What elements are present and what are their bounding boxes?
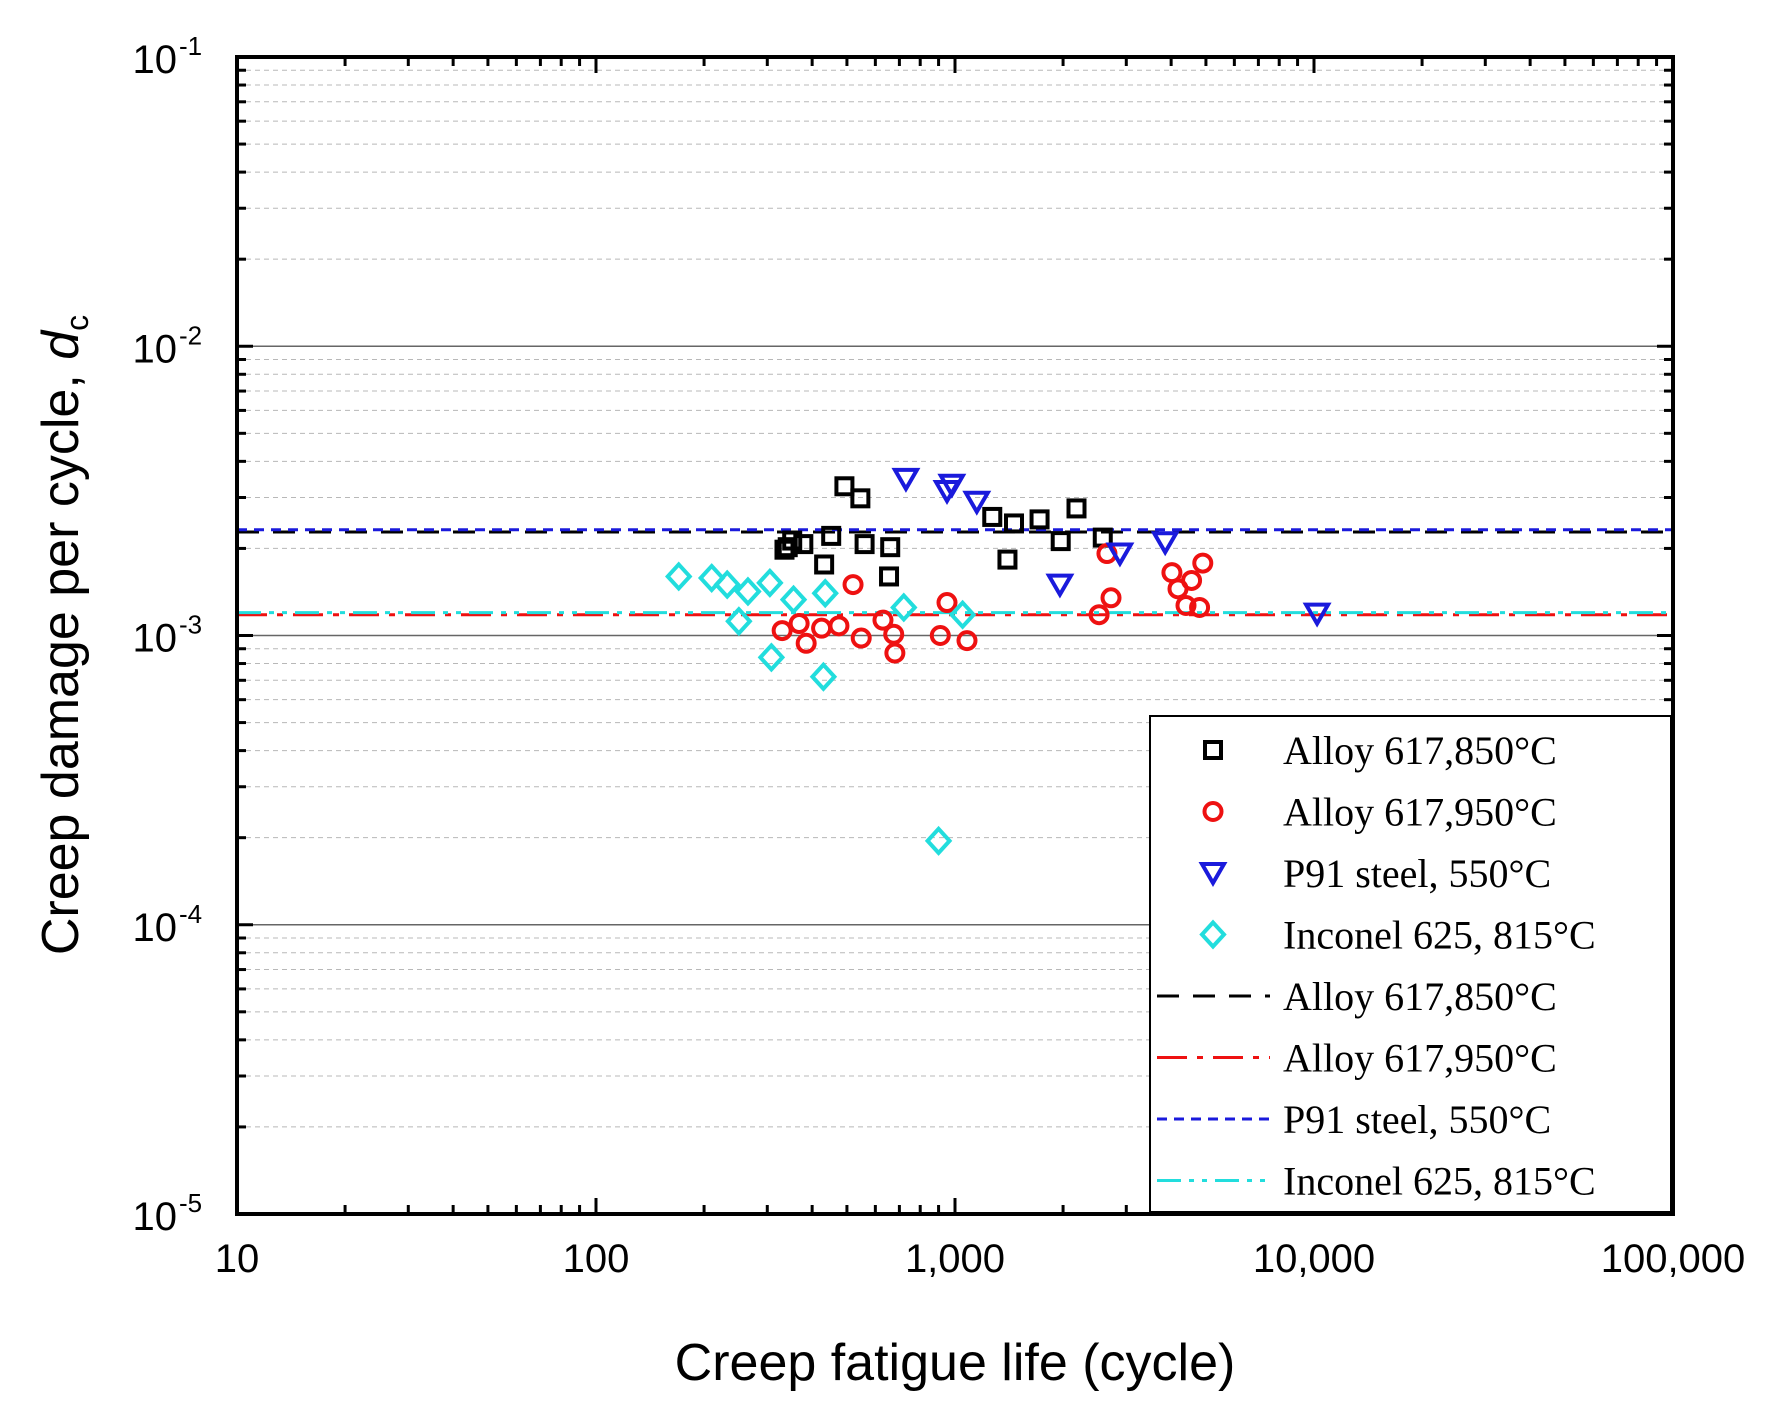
- data-point-series-3: [713, 569, 741, 600]
- data-point-series-0: [782, 530, 803, 551]
- data-point-series-0: [814, 554, 835, 575]
- data-point-series-2: [1045, 573, 1075, 599]
- y-tick-label-exponent: -4: [179, 899, 202, 929]
- data-point-series-3: [924, 825, 953, 856]
- data-point-series-3: [811, 578, 839, 609]
- data-point-series-2: [937, 473, 967, 499]
- data-point-series-0: [982, 506, 1003, 527]
- y-axis-title: Creep damage per cycle, dc: [32, 315, 95, 955]
- data-point-series-1: [1181, 569, 1203, 591]
- data-point-series-2: [1302, 602, 1332, 628]
- data-point-series-0: [997, 549, 1018, 570]
- data-point-series-1: [1088, 604, 1110, 626]
- y-axis-title-symbol: d: [32, 329, 90, 360]
- y-tick-label-exponent: -5: [179, 1188, 202, 1218]
- data-point-series-2: [891, 467, 921, 493]
- data-point-series-1: [884, 642, 906, 664]
- data-point-series-1: [771, 620, 793, 642]
- legend-label: Alloy 617,850°C: [1283, 974, 1557, 1019]
- x-axis-title: Creep fatigue life (cycle): [675, 1334, 1236, 1392]
- data-point-series-0: [793, 534, 814, 555]
- y-tick-label-exponent: -2: [179, 320, 202, 350]
- x-tick-label: 100,000: [1601, 1237, 1746, 1281]
- data-point-series-1: [1189, 596, 1211, 618]
- data-point-series-0: [1066, 498, 1087, 519]
- data-point-series-1: [883, 623, 905, 645]
- data-point-series-3: [809, 661, 838, 692]
- data-point-series-3: [757, 642, 786, 673]
- y-tick-label: 10: [133, 617, 178, 661]
- legend-label: Inconel 625, 815°C: [1283, 1159, 1596, 1204]
- data-point-series-0: [1029, 509, 1050, 530]
- legend-box: [1149, 715, 1672, 1213]
- data-point-series-1: [1192, 552, 1214, 574]
- data-point-series-1: [795, 632, 817, 654]
- data-point-series-3: [890, 592, 918, 623]
- data-point-series-3: [756, 567, 784, 598]
- legend-label: Alloy 617,950°C: [1283, 1036, 1557, 1081]
- data-point-series-3: [697, 563, 726, 593]
- legend-marker: [1199, 919, 1227, 950]
- data-point-series-0: [1004, 513, 1025, 534]
- data-point-series-1: [842, 574, 864, 596]
- data-point-series-3: [725, 606, 753, 637]
- data-point-series-1: [811, 617, 833, 639]
- data-point-series-0: [880, 537, 901, 558]
- x-tick-label: 1,000: [905, 1237, 1005, 1281]
- legend-marker: [1203, 740, 1223, 760]
- y-tick-label: 10: [133, 1195, 178, 1239]
- legend: Alloy 617,850°C Alloy 617,950°C P91 steel,…: [1149, 715, 1672, 1213]
- data-point-series-1: [788, 613, 810, 635]
- y-axis-title-subscript: c: [59, 315, 95, 331]
- data-point-series-1: [828, 615, 850, 637]
- y-tick-label-exponent: -3: [179, 610, 202, 640]
- data-point-series-3: [734, 576, 762, 607]
- data-point-series-1: [1175, 594, 1197, 616]
- legend-label: P91 steel, 550°C: [1283, 1097, 1551, 1142]
- data-point-series-0: [1050, 531, 1071, 552]
- y-tick-label: 10: [133, 38, 178, 82]
- data-point-series-2: [962, 490, 992, 516]
- y-tick-label: 10: [133, 906, 178, 950]
- y-tick-label-exponent: -1: [179, 31, 202, 61]
- data-point-series-1: [929, 625, 951, 646]
- data-point-series-2: [1150, 531, 1180, 557]
- data-point-series-2: [1105, 542, 1135, 568]
- legend-label: Alloy 617,950°C: [1283, 790, 1557, 835]
- x-tick-label: 10,000: [1253, 1237, 1375, 1281]
- legend-label: Alloy 617,850°C: [1283, 728, 1557, 773]
- legend-label: P91 steel, 550°C: [1283, 851, 1551, 896]
- data-point-series-0: [854, 534, 875, 555]
- data-point-series-0: [850, 488, 871, 509]
- legend-marker: [1202, 801, 1224, 822]
- data-point-series-0: [821, 525, 842, 546]
- data-point-series-0: [879, 566, 900, 587]
- legend-marker: [1198, 862, 1228, 887]
- data-point-series-0: [834, 476, 855, 497]
- y-axis-title-text: Creep damage per cycle,: [32, 360, 90, 955]
- data-point-series-3: [665, 561, 693, 592]
- data-point-series-3: [948, 599, 977, 630]
- data-points: [665, 467, 1332, 856]
- data-point-series-3: [779, 584, 808, 615]
- data-point-series-1: [956, 630, 978, 652]
- x-tick-label: 100: [563, 1237, 630, 1281]
- data-point-series-1: [936, 592, 958, 614]
- x-tick-label: 10: [215, 1237, 260, 1281]
- data-point-series-1: [850, 627, 872, 649]
- data-point-series-1: [1100, 587, 1122, 609]
- legend-label: Inconel 625, 815°C: [1283, 913, 1596, 958]
- y-tick-label: 10: [133, 327, 178, 371]
- data-point-series-1: [872, 609, 894, 631]
